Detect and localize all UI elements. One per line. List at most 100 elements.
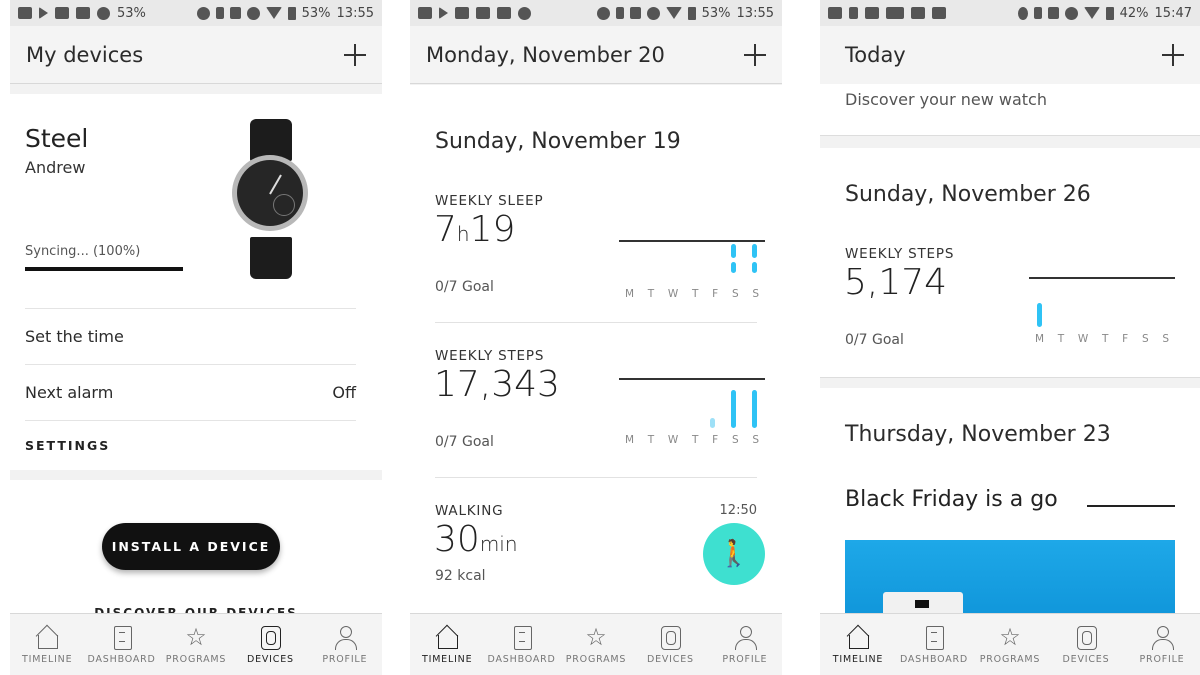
- sync-progress-bar: [25, 267, 183, 271]
- nav-timeline[interactable]: TIMELINE: [410, 614, 484, 675]
- walking-label: WALKING: [435, 503, 504, 519]
- ebay-icon: [886, 7, 904, 19]
- home-icon: [35, 625, 59, 649]
- set-time-label: Set the time: [25, 327, 124, 346]
- pause-icon: [849, 7, 858, 19]
- status-bar: 53% 13:55: [410, 0, 782, 26]
- ifttt-icon: [455, 7, 469, 19]
- page-title: Monday, November 20: [426, 42, 665, 67]
- divider: [435, 477, 757, 478]
- day-card: Sunday, November 19 WEEKLY SLEEP 7h19 0/…: [410, 85, 782, 613]
- walking-kcal: 92 kcal: [435, 568, 486, 584]
- profile-icon: [333, 625, 357, 650]
- steps-bar-sun: [752, 390, 757, 428]
- watch-icon: [1074, 625, 1098, 650]
- battery-level: 53%: [301, 5, 331, 21]
- battery-icon: [287, 6, 296, 20]
- next-alarm-label: Next alarm: [25, 383, 114, 402]
- drive-icon: [497, 7, 511, 19]
- sleep-bar-sun-deep: [752, 244, 757, 258]
- timeline-screen: 53% 13:55 Monday, November 20 Sunday, No…: [410, 0, 782, 675]
- sleep-bar-sat-light: [731, 262, 736, 273]
- headline-rule: [1087, 505, 1175, 507]
- app-bar: My devices: [10, 26, 382, 84]
- message-icon: [418, 7, 432, 19]
- watch-icon: [258, 625, 282, 650]
- home-icon: [846, 625, 870, 649]
- weekly-steps-value[interactable]: 17,343: [434, 364, 560, 405]
- day-heading: Sunday, November 19: [435, 129, 681, 154]
- steps-bar-sat: [731, 390, 736, 428]
- walking-activity-icon[interactable]: 🚶: [703, 523, 765, 585]
- add-icon[interactable]: [1162, 44, 1184, 66]
- wifi-icon: [665, 7, 682, 19]
- day-heading-2: Thursday, November 23: [845, 422, 1111, 447]
- nav-dashboard[interactable]: DASHBOARD: [896, 614, 972, 675]
- message-icon: [18, 7, 32, 19]
- clock: 13:55: [336, 5, 374, 21]
- dashboard-icon: [922, 625, 946, 650]
- dashboard-icon: [110, 625, 134, 650]
- battery-level: 53%: [701, 5, 731, 21]
- wifi-icon: [1083, 7, 1100, 19]
- play-icon: [39, 7, 48, 19]
- weekly-steps-label: WEEKLY STEPS: [845, 246, 955, 262]
- device-card[interactable]: Steel Andrew Syncing... (100%) Set the t…: [10, 94, 382, 470]
- nfc-icon: [229, 7, 241, 19]
- add-icon[interactable]: [744, 43, 766, 66]
- device-name: Steel: [25, 124, 89, 153]
- app-bar: Monday, November 20: [410, 26, 782, 84]
- walking-duration[interactable]: 30min: [434, 519, 518, 560]
- battery-icon: [687, 6, 696, 20]
- day-card: Sunday, November 26 WEEKLY STEPS 5,174 0…: [820, 148, 1200, 378]
- profile-icon: [733, 625, 757, 650]
- set-time-row[interactable]: Set the time: [25, 308, 356, 364]
- drive-icon: [76, 7, 90, 19]
- nav-programs[interactable]: ☆ PROGRAMS: [565, 622, 627, 665]
- nav-dashboard[interactable]: DASHBOARD: [484, 614, 558, 675]
- nav-programs[interactable]: ☆ PROGRAMS: [165, 622, 227, 665]
- nav-dashboard[interactable]: DASHBOARD: [84, 614, 158, 675]
- data-saver-icon: [246, 6, 260, 20]
- bottom-navigation: TIMELINE DASHBOARD ☆ PROGRAMS DEVICES PRO…: [820, 613, 1200, 675]
- nav-profile[interactable]: PROFILE: [708, 614, 782, 675]
- sync-status: Syncing... (100%): [25, 244, 141, 259]
- weekly-steps-value[interactable]: 5,174: [844, 262, 948, 303]
- watch-icon: [658, 625, 682, 650]
- bottom-navigation: TIMELINE DASHBOARD ☆ PROGRAMS DEVICES PRO…: [10, 613, 382, 675]
- home-icon: [435, 625, 459, 649]
- next-alarm-row[interactable]: Next alarm Off: [25, 364, 356, 420]
- bluetooth-icon: [1033, 7, 1042, 19]
- discover-card[interactable]: Discover your new watch: [820, 84, 1200, 136]
- devices-screen: 53% 53% 13:55 My devices Steel Andrew Sy…: [10, 0, 382, 675]
- notification-percent: 53%: [117, 5, 146, 21]
- sleep-bar-sun-light: [752, 262, 757, 273]
- star-icon: ☆: [185, 622, 207, 651]
- data-saver-icon: [646, 6, 660, 20]
- day-card-2: Thursday, November 23 Black Friday is a …: [820, 388, 1200, 632]
- bluetooth-icon: [215, 7, 224, 19]
- settings-link[interactable]: SETTINGS: [25, 438, 111, 453]
- nav-profile[interactable]: PROFILE: [1124, 614, 1200, 675]
- page-title: Today: [845, 43, 906, 67]
- message-icon: [828, 7, 842, 19]
- nav-programs[interactable]: ☆ PROGRAMS: [979, 622, 1041, 665]
- nav-timeline[interactable]: TIMELINE: [820, 614, 896, 675]
- nav-devices[interactable]: DEVICES: [233, 614, 307, 675]
- nav-timeline[interactable]: TIMELINE: [10, 614, 84, 675]
- add-icon[interactable]: [344, 43, 366, 66]
- next-alarm-value: Off: [332, 383, 356, 402]
- nav-devices[interactable]: DEVICES: [633, 614, 707, 675]
- sleep-goal: 0/7 Goal: [435, 279, 494, 295]
- nav-devices[interactable]: DEVICES: [1048, 614, 1124, 675]
- steps-goal: 0/7 Goal: [845, 332, 904, 348]
- nav-profile[interactable]: PROFILE: [308, 614, 382, 675]
- black-friday-title[interactable]: Black Friday is a go: [845, 487, 1058, 512]
- status-bar: 42% 15:47: [820, 0, 1200, 26]
- install-device-button[interactable]: INSTALL A DEVICE: [102, 523, 280, 570]
- weekly-sleep-value[interactable]: 7h19: [434, 209, 516, 250]
- nfc-icon: [1047, 7, 1059, 19]
- chat-icon: [97, 6, 110, 20]
